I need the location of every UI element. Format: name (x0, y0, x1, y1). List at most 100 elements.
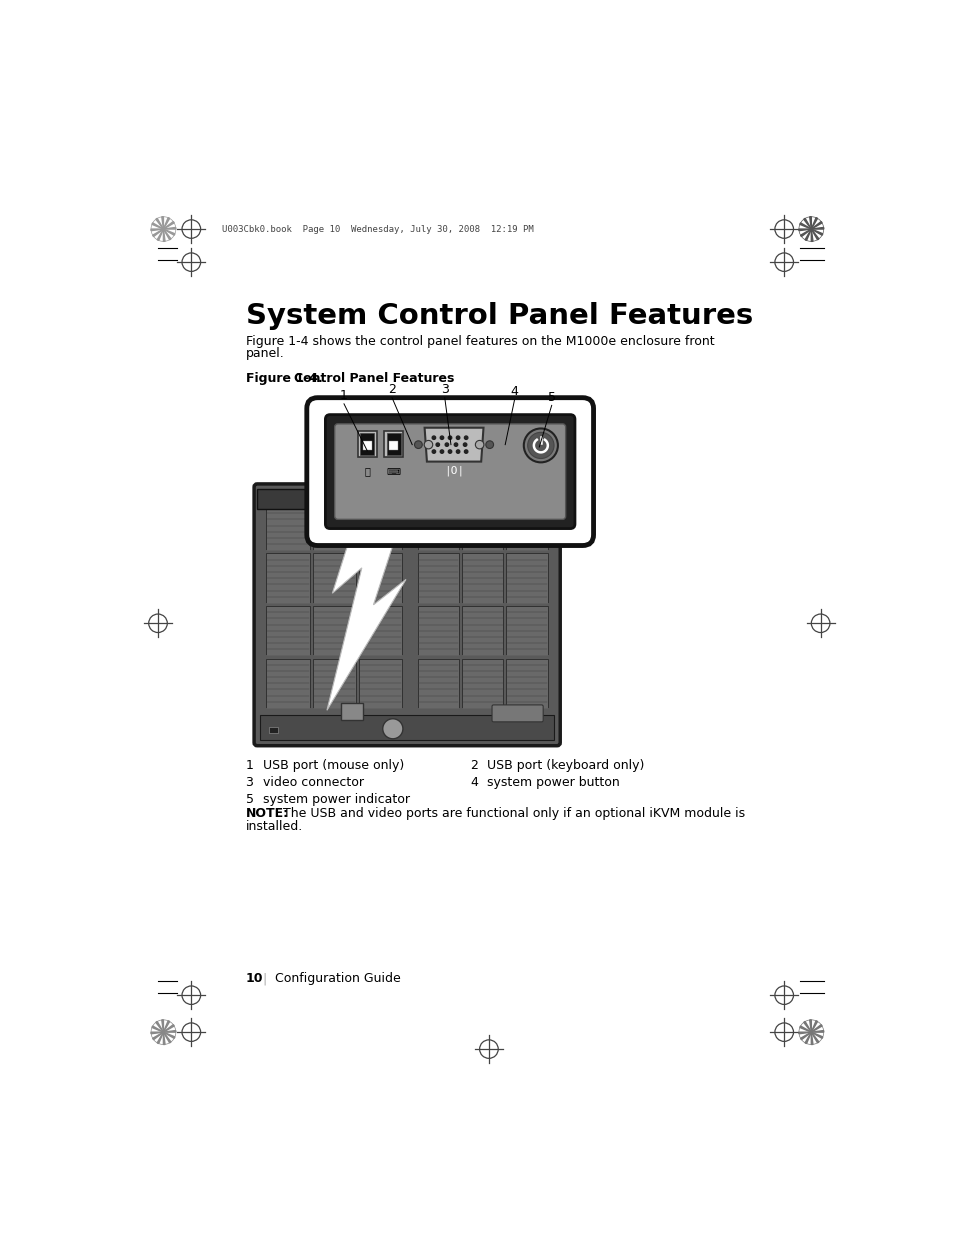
Bar (266, 501, 310, 551)
Bar (389, 441, 397, 450)
FancyBboxPatch shape (307, 398, 593, 546)
Polygon shape (809, 1020, 810, 1032)
Polygon shape (809, 216, 810, 228)
Bar (362, 441, 372, 450)
Text: 2: 2 (470, 758, 477, 772)
Bar (358, 553, 402, 603)
Polygon shape (163, 228, 165, 241)
Polygon shape (151, 228, 163, 231)
Text: ⌨: ⌨ (386, 467, 400, 477)
Polygon shape (163, 1032, 174, 1039)
Bar (461, 658, 503, 708)
Text: USB port (keyboard only): USB port (keyboard only) (487, 758, 644, 772)
Circle shape (527, 432, 554, 458)
Polygon shape (163, 227, 175, 228)
Text: USB port (mouse only): USB port (mouse only) (262, 758, 403, 772)
Polygon shape (157, 228, 163, 241)
Polygon shape (163, 1032, 171, 1042)
Circle shape (382, 719, 402, 739)
Bar (358, 658, 402, 708)
Polygon shape (155, 219, 163, 228)
Bar (260, 715, 554, 740)
Text: 2: 2 (388, 383, 395, 396)
Text: Control Panel Features: Control Panel Features (294, 372, 454, 384)
Bar (417, 606, 458, 656)
Bar (506, 606, 547, 656)
Circle shape (439, 436, 443, 440)
Polygon shape (810, 228, 818, 240)
Circle shape (454, 443, 457, 446)
Polygon shape (810, 1032, 812, 1045)
Bar (461, 553, 503, 603)
Bar (506, 553, 547, 603)
Polygon shape (810, 227, 822, 228)
Polygon shape (157, 1032, 163, 1044)
Text: System Control Panel Features: System Control Panel Features (245, 303, 752, 330)
Circle shape (432, 450, 436, 453)
Bar (313, 606, 355, 656)
Circle shape (445, 443, 448, 446)
Polygon shape (810, 221, 821, 228)
Polygon shape (163, 1021, 170, 1032)
Polygon shape (800, 228, 810, 237)
Bar (417, 553, 458, 603)
Circle shape (463, 443, 466, 446)
Text: The USB and video ports are functional only if an optional iKVM module is: The USB and video ports are functional o… (278, 808, 744, 820)
Text: Figure 1-4.: Figure 1-4. (245, 372, 322, 384)
Bar (266, 606, 310, 656)
Bar (506, 658, 547, 708)
Circle shape (464, 436, 467, 440)
Polygon shape (803, 219, 810, 228)
Circle shape (523, 429, 558, 462)
Text: system power indicator: system power indicator (262, 793, 409, 805)
Circle shape (439, 450, 443, 453)
Polygon shape (162, 1020, 163, 1032)
Text: 5: 5 (547, 390, 555, 404)
Bar (340, 703, 362, 720)
Polygon shape (163, 1025, 174, 1032)
Text: installed.: installed. (245, 820, 302, 832)
Bar (269, 727, 278, 734)
Polygon shape (810, 1025, 821, 1032)
Polygon shape (152, 228, 163, 237)
Circle shape (456, 436, 459, 440)
Polygon shape (810, 1032, 821, 1039)
Bar (384, 431, 402, 457)
Circle shape (485, 441, 493, 448)
Text: 3: 3 (245, 776, 253, 789)
Polygon shape (800, 1032, 810, 1040)
Bar (360, 433, 374, 454)
Circle shape (415, 441, 422, 448)
Polygon shape (804, 1032, 810, 1044)
Circle shape (448, 436, 452, 440)
Polygon shape (151, 1032, 163, 1034)
FancyBboxPatch shape (335, 424, 565, 520)
FancyBboxPatch shape (325, 415, 575, 529)
Bar (313, 658, 355, 708)
Bar (358, 606, 402, 656)
Text: 4: 4 (470, 776, 477, 789)
Polygon shape (152, 222, 163, 228)
Circle shape (464, 450, 467, 453)
Bar (257, 489, 557, 509)
Bar (323, 495, 416, 510)
Bar (313, 501, 355, 551)
Bar (386, 433, 400, 454)
Text: panel.: panel. (245, 347, 284, 359)
Polygon shape (152, 1026, 163, 1032)
Text: 10: 10 (245, 972, 263, 986)
Text: Configuration Guide: Configuration Guide (274, 972, 400, 986)
Polygon shape (424, 427, 483, 462)
Polygon shape (810, 1030, 822, 1032)
Text: 1: 1 (245, 758, 253, 772)
Polygon shape (798, 228, 810, 231)
Polygon shape (163, 217, 170, 228)
Bar (506, 501, 547, 551)
Text: U003Cbk0.book  Page 10  Wednesday, July 30, 2008  12:19 PM: U003Cbk0.book Page 10 Wednesday, July 30… (222, 225, 534, 233)
Polygon shape (163, 221, 174, 228)
Polygon shape (163, 228, 171, 240)
Text: 🖱: 🖱 (364, 467, 370, 477)
Text: 3: 3 (440, 383, 448, 396)
Polygon shape (803, 1021, 810, 1032)
Bar (417, 501, 458, 551)
